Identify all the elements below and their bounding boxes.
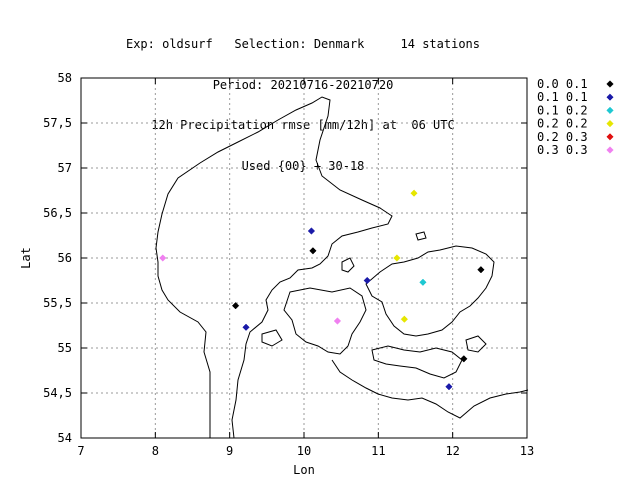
x-tick-label: 13 xyxy=(520,444,534,458)
station-marker xyxy=(309,247,317,255)
coastline-jutland xyxy=(155,96,393,439)
station-marker xyxy=(231,302,240,310)
map-title: Exp: oldsurf Selection: Denmark 14 stati… xyxy=(0,11,606,187)
coastline-south xyxy=(331,359,529,419)
legend-swatch xyxy=(606,80,614,88)
coastline-lolland-falster xyxy=(371,345,463,379)
x-tick-label: 9 xyxy=(226,444,233,458)
coastline-zealand xyxy=(365,245,495,337)
station-marker xyxy=(307,227,316,235)
x-tick-label: 8 xyxy=(152,444,159,458)
station-markers xyxy=(159,189,485,391)
y-tick-label: 55 xyxy=(58,341,72,355)
y-tick-label: 55,5 xyxy=(43,296,72,310)
title-line-used: Used {00} + 30-18 xyxy=(241,158,365,173)
station-marker xyxy=(159,254,167,262)
station-marker xyxy=(410,189,418,197)
axes: 7 8 9 10 11 12 13 54 54,5 55 55,5 56 56,5 57 57,5 58 Lon… xyxy=(19,71,534,477)
y-tick-label: 56 xyxy=(58,251,72,265)
legend: 0.0 0.10.1 0.10.1 0.20.2 0.20.2 0.30.3 0… xyxy=(537,77,614,157)
y-tick-label: 57 xyxy=(58,161,72,175)
legend-swatch xyxy=(606,146,614,154)
y-tick-label: 58 xyxy=(58,71,72,85)
x-tick-label: 12 xyxy=(445,444,459,458)
coastlines xyxy=(155,96,529,439)
plot-frame xyxy=(80,77,528,439)
legend-label: 0.3 0.3 xyxy=(537,143,588,157)
x-tick-label: 7 xyxy=(77,444,84,458)
station-marker xyxy=(445,383,453,391)
legend-label: 0.2 0.3 xyxy=(537,130,588,144)
station-marker xyxy=(393,254,401,262)
coastline-samso xyxy=(341,257,355,273)
station-marker xyxy=(363,276,371,285)
coastline-als xyxy=(261,329,283,347)
coastline-mon xyxy=(465,335,487,353)
station-marker xyxy=(419,278,427,286)
legend-swatch xyxy=(606,93,614,101)
legend-swatch xyxy=(606,119,614,128)
x-tick-label: 11 xyxy=(371,444,385,458)
y-tick-label: 54,5 xyxy=(43,386,72,400)
station-marker xyxy=(460,355,468,363)
legend-swatch xyxy=(606,133,614,141)
title-line-period: Period: 20210716-20210720 xyxy=(212,77,394,92)
coastline-anholt xyxy=(415,231,427,241)
station-marker xyxy=(477,266,485,274)
legend-label: 0.0 0.1 xyxy=(537,77,588,91)
x-tick-label: 10 xyxy=(297,444,311,458)
legend-swatch xyxy=(606,106,614,115)
station-marker xyxy=(333,317,342,325)
station-marker xyxy=(400,315,409,323)
legend-label: 0.1 0.1 xyxy=(537,90,588,104)
title-line-experiment: Exp: oldsurf Selection: Denmark 14 stati… xyxy=(125,37,480,51)
y-tick-label: 54 xyxy=(58,431,72,445)
x-axis-label: Lon xyxy=(293,463,315,477)
legend-label: 0.2 0.2 xyxy=(537,117,588,131)
station-marker xyxy=(242,323,250,331)
grid-lines xyxy=(81,78,527,438)
y-tick-label: 56,5 xyxy=(43,206,72,220)
y-axis-label: Lat xyxy=(19,247,33,269)
y-tick-label: 57,5 xyxy=(43,116,72,130)
legend-label: 0.1 0.2 xyxy=(537,103,588,117)
title-line-variable: 12h Precipitation rmse [mm/12h] at 06 UT… xyxy=(151,118,455,132)
coastline-funen xyxy=(283,287,367,355)
